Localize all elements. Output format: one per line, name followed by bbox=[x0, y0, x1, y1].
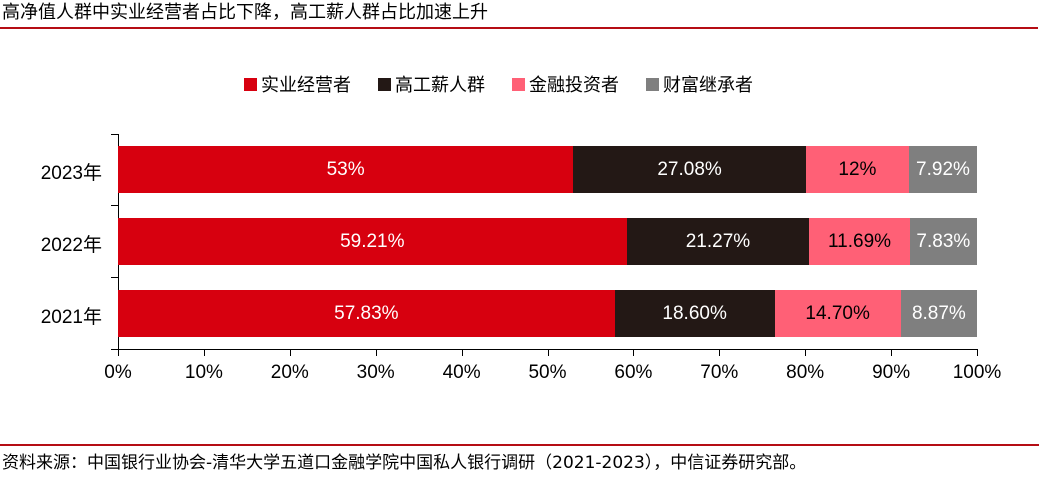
y-tick bbox=[111, 205, 118, 206]
x-tick-label: 50% bbox=[528, 362, 567, 383]
x-tick-label: 100% bbox=[952, 362, 1002, 383]
bar-segment: 18.60% bbox=[614, 290, 775, 337]
y-category-label: 2021年 bbox=[40, 307, 102, 328]
bar-segment: 12% bbox=[805, 146, 909, 193]
y-category-label: 2023年 bbox=[40, 163, 102, 184]
legend-item: 实业经营者 bbox=[244, 71, 351, 97]
x-tick-label: 80% bbox=[786, 362, 825, 383]
legend-swatch-icon bbox=[378, 77, 391, 91]
footer-divider bbox=[0, 444, 1039, 446]
x-tick-label: 30% bbox=[356, 362, 395, 383]
legend-label: 高工薪人群 bbox=[395, 75, 485, 96]
y-tick bbox=[111, 134, 118, 135]
legend-item: 财富继承者 bbox=[646, 71, 753, 97]
x-tick bbox=[462, 349, 463, 356]
legend: 实业经营者 高工薪人群 金融投资者 财富继承者 bbox=[244, 71, 780, 97]
legend-swatch-icon bbox=[244, 77, 257, 91]
legend-swatch-icon bbox=[512, 77, 525, 91]
stacked-bar: 59.21% 21.27% 11.69% 7.83% bbox=[118, 218, 977, 265]
x-tick bbox=[376, 349, 377, 356]
x-tick bbox=[719, 349, 720, 356]
bar-segment: 57.83% bbox=[118, 290, 615, 337]
plot-area: 2023年 53% 27.08% 12% 7.92% 2022年 59.21% 21.27% 1… bbox=[40, 134, 1002, 383]
legend-label: 财富继承者 bbox=[663, 75, 753, 96]
bar-segment: 14.70% bbox=[774, 290, 901, 337]
x-tick bbox=[633, 349, 634, 356]
chart-title: 高净值人群中实业经营者占比下降，高工薪人群占比加速上升 bbox=[2, 2, 488, 23]
x-tick-label: 40% bbox=[442, 362, 481, 383]
x-tick bbox=[548, 349, 549, 356]
x-tick bbox=[891, 349, 892, 356]
x-tick-label: 20% bbox=[270, 362, 309, 383]
bar-segment: 7.83% bbox=[909, 218, 977, 265]
x-tick bbox=[204, 349, 205, 356]
x-tick bbox=[977, 349, 978, 356]
source-note: 资料来源：中国银行业协会-清华大学五道口金融学院中国私人银行调研（2021-20… bbox=[2, 453, 807, 473]
legend-item: 金融投资者 bbox=[512, 71, 619, 97]
x-tick-label: 70% bbox=[700, 362, 739, 383]
stacked-bar: 57.83% 18.60% 14.70% 8.87% bbox=[118, 290, 977, 337]
legend-label: 金融投资者 bbox=[529, 75, 619, 96]
y-tick bbox=[111, 277, 118, 278]
legend-item: 高工薪人群 bbox=[378, 71, 485, 97]
title-divider bbox=[0, 27, 1038, 29]
bar-segment: 59.21% bbox=[118, 218, 627, 265]
x-axis bbox=[111, 349, 978, 350]
bar-segment: 7.92% bbox=[908, 146, 977, 193]
x-tick bbox=[805, 349, 806, 356]
bar-segment: 8.87% bbox=[900, 290, 977, 337]
x-tick-label: 10% bbox=[184, 362, 223, 383]
y-category-label: 2022年 bbox=[40, 235, 102, 256]
stacked-bar: 53% 27.08% 12% 7.92% bbox=[118, 146, 977, 193]
legend-swatch-icon bbox=[646, 77, 659, 91]
x-tick-label: 90% bbox=[872, 362, 911, 383]
bar-segment: 53% bbox=[118, 146, 574, 193]
legend-label: 实业经营者 bbox=[261, 75, 351, 96]
x-tick-label: 0% bbox=[104, 362, 132, 383]
bar-segment: 11.69% bbox=[809, 218, 910, 265]
x-tick bbox=[118, 349, 119, 356]
bar-segment: 27.08% bbox=[573, 146, 806, 193]
x-tick bbox=[290, 349, 291, 356]
x-tick-label: 60% bbox=[614, 362, 653, 383]
bar-segment: 21.27% bbox=[626, 218, 810, 265]
